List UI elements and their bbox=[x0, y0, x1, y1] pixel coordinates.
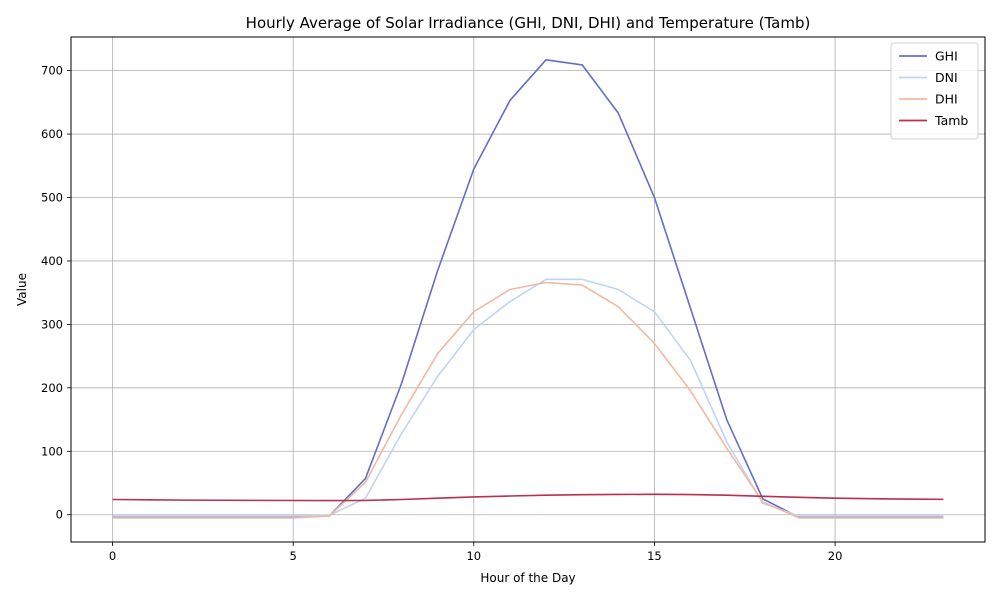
x-tick-label: 5 bbox=[290, 549, 297, 563]
legend-box bbox=[890, 42, 979, 140]
legend: GHI DNI DHI Tamb bbox=[890, 42, 979, 140]
y-tick-label: 200 bbox=[41, 381, 63, 395]
chart-title: Hourly Average of Solar Irradiance (GHI,… bbox=[246, 14, 811, 32]
legend-label-dhi: DHI bbox=[935, 92, 958, 107]
y-tick-label: 100 bbox=[41, 444, 63, 458]
x-tick-label: 0 bbox=[109, 549, 116, 563]
y-tick-label: 500 bbox=[41, 191, 63, 205]
y-tick-label: 0 bbox=[56, 508, 63, 522]
series-line-ghi bbox=[112, 59, 944, 519]
series-line-tamb bbox=[112, 493, 944, 502]
series-lines bbox=[112, 59, 944, 519]
y-tick-label: 700 bbox=[41, 64, 63, 78]
x-tick-label: 10 bbox=[466, 549, 481, 563]
grid bbox=[71, 37, 985, 542]
series-line-dni bbox=[112, 278, 944, 517]
legend-label-ghi: GHI bbox=[935, 49, 958, 64]
x-tick-label: 15 bbox=[647, 549, 662, 563]
x-axis-label: Hour of the Day bbox=[480, 571, 575, 585]
series-line-dhi bbox=[112, 281, 944, 519]
legend-label-dni: DNI bbox=[935, 70, 958, 85]
legend-label-tamb: Tamb bbox=[934, 113, 968, 128]
x-tick-label: 20 bbox=[828, 549, 843, 563]
y-tick-label: 300 bbox=[41, 317, 63, 331]
y-tick-label: 400 bbox=[41, 254, 63, 268]
y-tick-label: 600 bbox=[41, 127, 63, 141]
y-axis-label: Value bbox=[15, 273, 29, 306]
plot-frame bbox=[70, 36, 986, 543]
